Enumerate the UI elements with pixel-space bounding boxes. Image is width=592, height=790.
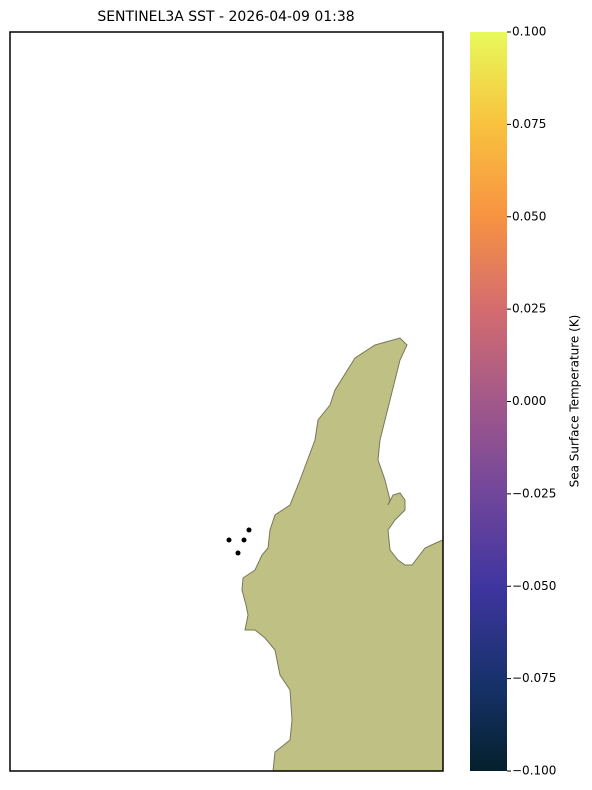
land: [241, 337, 444, 772]
map-frame: [9, 31, 444, 772]
point: [246, 527, 252, 533]
colorbar-tick-label: 0.075: [512, 117, 546, 131]
colorbar-tick-label: −0.100: [512, 764, 556, 778]
colorbar-tick-label: 0.050: [512, 209, 546, 223]
colorbar-label: Sea Surface Temperature (K): [568, 315, 582, 488]
map-title: SENTINEL3A SST - 2026-04-09 01:38: [97, 9, 354, 25]
colorbar-tick-label: 0.100: [512, 25, 546, 39]
colorbar-tick-label: −0.075: [512, 671, 556, 685]
point: [241, 537, 247, 543]
colorbar-tick-label: −0.050: [512, 579, 556, 593]
colorbar: [470, 32, 507, 771]
colorbar-tick-label: 0.000: [512, 394, 546, 408]
observation-points: [226, 527, 252, 556]
point: [235, 550, 241, 556]
point: [226, 537, 232, 543]
colorbar-tick-label: 0.025: [512, 302, 546, 316]
colorbar-tick-label: −0.025: [512, 486, 556, 500]
